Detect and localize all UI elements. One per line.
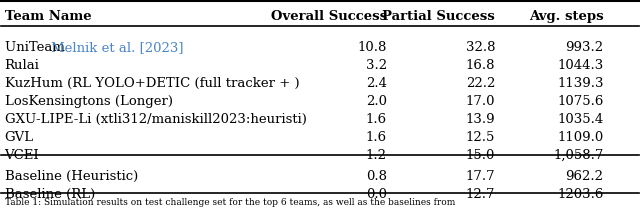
Text: GVL: GVL: [4, 131, 34, 144]
Text: 1139.3: 1139.3: [557, 77, 604, 90]
Text: 1044.3: 1044.3: [557, 59, 604, 72]
Text: 2.0: 2.0: [366, 95, 387, 108]
Text: 10.8: 10.8: [358, 41, 387, 54]
Text: Baseline (Heuristic): Baseline (Heuristic): [4, 170, 138, 183]
Text: Avg. steps: Avg. steps: [529, 10, 604, 23]
Text: 1.2: 1.2: [366, 149, 387, 162]
Text: 2.4: 2.4: [366, 77, 387, 90]
Text: 1035.4: 1035.4: [557, 113, 604, 126]
Text: 32.8: 32.8: [466, 41, 495, 54]
Text: 962.2: 962.2: [566, 170, 604, 183]
Text: 15.0: 15.0: [466, 149, 495, 162]
Text: Team Name: Team Name: [4, 10, 92, 23]
Text: 17.7: 17.7: [466, 170, 495, 183]
Text: Table 1: Simulation results on test challenge set for the top 6 teams, as well a: Table 1: Simulation results on test chal…: [4, 198, 455, 207]
Text: KuzHum (RL YOLO+DETIC (full tracker + ): KuzHum (RL YOLO+DETIC (full tracker + ): [4, 77, 300, 90]
Text: 1.6: 1.6: [366, 131, 387, 144]
Text: Overall Success: Overall Success: [271, 10, 387, 23]
Text: 22.2: 22.2: [466, 77, 495, 90]
Text: UniTeam: UniTeam: [4, 41, 68, 54]
Text: 1.6: 1.6: [366, 113, 387, 126]
Text: 1,058.7: 1,058.7: [553, 149, 604, 162]
Text: Partial Success: Partial Success: [383, 10, 495, 23]
Text: 1203.6: 1203.6: [557, 188, 604, 201]
Text: 0.8: 0.8: [366, 170, 387, 183]
Text: 993.2: 993.2: [565, 41, 604, 54]
Text: 0.0: 0.0: [366, 188, 387, 201]
Text: Baseline (RL): Baseline (RL): [4, 188, 95, 201]
Text: Melnik et al. [2023]: Melnik et al. [2023]: [51, 41, 184, 54]
Text: 12.5: 12.5: [466, 131, 495, 144]
Text: 17.0: 17.0: [466, 95, 495, 108]
Text: VCEI: VCEI: [4, 149, 39, 162]
Text: LosKensingtons (Longer): LosKensingtons (Longer): [4, 95, 173, 108]
Text: 16.8: 16.8: [466, 59, 495, 72]
Text: 13.9: 13.9: [466, 113, 495, 126]
Text: 12.7: 12.7: [466, 188, 495, 201]
Text: GXU-LIPE-Li (xtli312/maniskill2023:heuristi): GXU-LIPE-Li (xtli312/maniskill2023:heuri…: [4, 113, 307, 126]
Text: 3.2: 3.2: [366, 59, 387, 72]
Text: 1109.0: 1109.0: [557, 131, 604, 144]
Text: 1075.6: 1075.6: [557, 95, 604, 108]
Text: Rulai: Rulai: [4, 59, 40, 72]
